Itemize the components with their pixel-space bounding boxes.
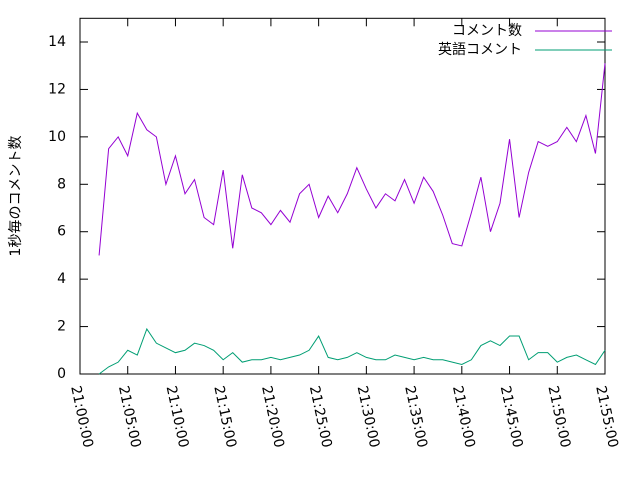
y-axis-label: 1秒毎のコメント数 — [8, 136, 24, 257]
series-line — [98, 327, 606, 375]
y-tick-label: 4 — [57, 271, 66, 287]
x-tick-label: 21:55:00 — [592, 384, 621, 449]
x-tick-label: 21:10:00 — [163, 384, 192, 449]
x-tick-label: 21:00:00 — [67, 384, 96, 449]
x-tick-label: 21:35:00 — [401, 384, 430, 449]
x-tick-label: 21:20:00 — [258, 384, 287, 449]
y-tick-label: 0 — [57, 366, 66, 382]
x-tick-label: 21:45:00 — [497, 384, 526, 449]
y-tick-label: 6 — [57, 224, 66, 240]
x-tick-label: 21:30:00 — [354, 384, 383, 449]
x-tick-label: 21:05:00 — [115, 384, 144, 449]
y-tick-label: 8 — [57, 176, 66, 192]
series-line — [98, 63, 606, 256]
x-tick-label: 21:50:00 — [544, 384, 573, 449]
x-tick-label: 21:40:00 — [449, 384, 478, 449]
y-tick-label: 12 — [48, 81, 66, 97]
y-tick-label: 2 — [57, 319, 66, 335]
y-tick-label: 14 — [48, 34, 66, 50]
x-tick-label: 21:15:00 — [210, 384, 239, 449]
y-tick-label: 10 — [48, 129, 66, 145]
plot-frame — [79, 17, 606, 375]
x-tick-label: 21:25:00 — [306, 384, 335, 449]
legend-label: コメント数 — [452, 23, 522, 39]
legend-label: 英語コメント — [438, 41, 522, 58]
